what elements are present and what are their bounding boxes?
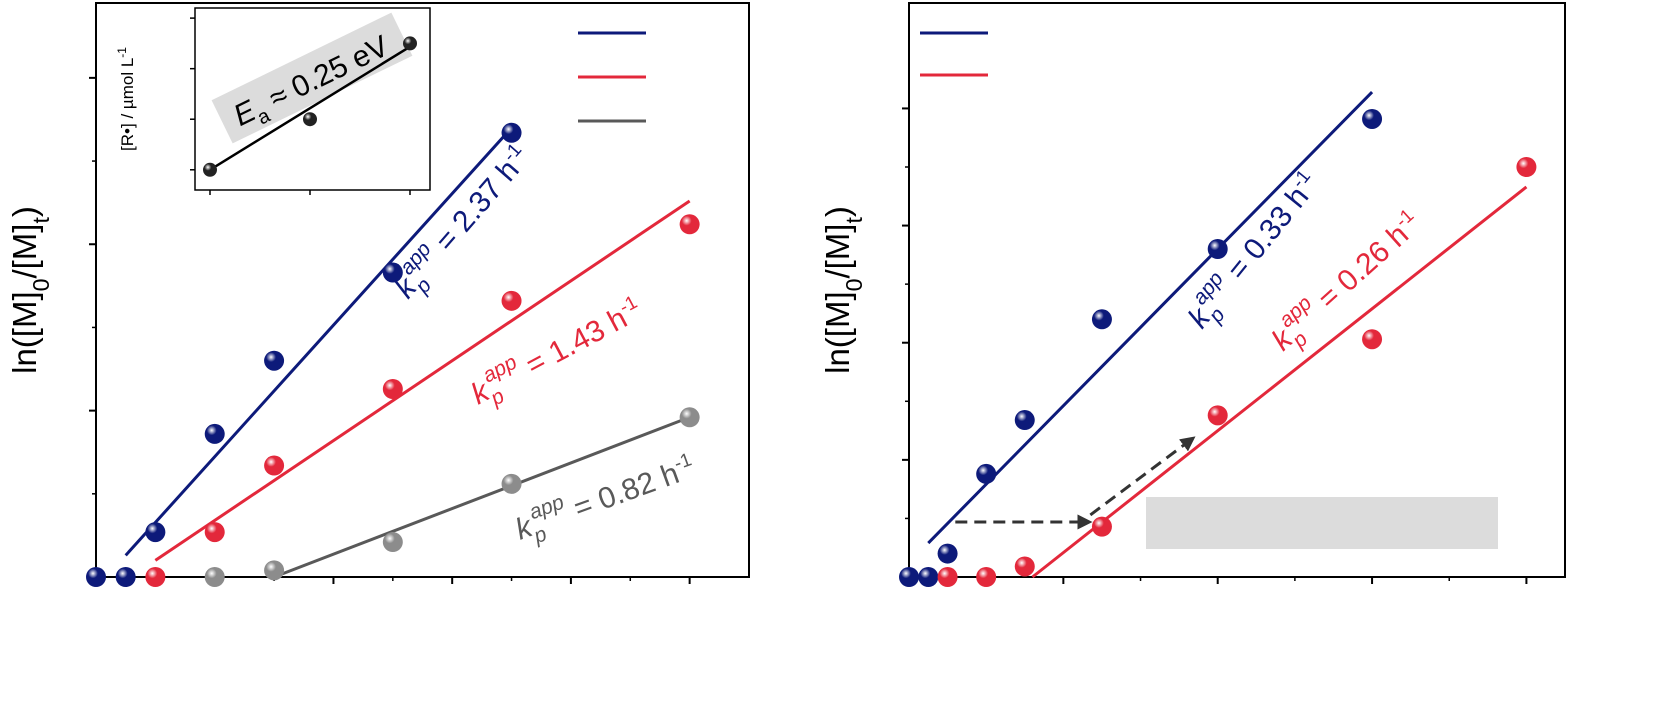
inset-data-point xyxy=(403,36,417,51)
fit-line-3 xyxy=(273,415,691,579)
data-point-s2 xyxy=(1362,329,1383,350)
plot-frame xyxy=(95,2,750,578)
plot-frame xyxy=(908,2,1566,578)
data-point-s1 xyxy=(1362,108,1383,129)
rate-constant-label: kpapp = 1.43 h-1 xyxy=(463,287,651,417)
data-point-s2 xyxy=(1014,556,1035,577)
annotation-background xyxy=(211,12,413,144)
data-point-s1 xyxy=(264,350,285,371)
data-point-s1 xyxy=(382,262,403,283)
data-point-s1 xyxy=(918,567,939,587)
data-point-s2 xyxy=(1516,157,1537,177)
y-axis-title: ln([M]0/[M]t) xyxy=(6,206,54,374)
data-point-s3 xyxy=(264,560,285,581)
data-point-s2 xyxy=(976,567,997,587)
fit-line-2 xyxy=(1031,185,1528,579)
data-point-s2 xyxy=(264,455,285,476)
data-point-s2 xyxy=(145,567,166,587)
data-point-s3 xyxy=(679,407,700,428)
data-point-s1 xyxy=(976,463,997,484)
data-point-s2 xyxy=(204,522,225,543)
data-point-s2 xyxy=(1207,405,1228,426)
data-point-s1 xyxy=(86,567,106,587)
annotation-background xyxy=(1146,497,1498,549)
inset-data-point xyxy=(203,162,217,177)
data-point-s1 xyxy=(937,543,958,564)
data-point-s1 xyxy=(899,567,919,587)
data-point-s1 xyxy=(145,522,166,543)
rate-constant-label: kpapp = 0.82 h-1 xyxy=(509,445,702,554)
inset-data-point xyxy=(303,112,317,127)
fit-line-1 xyxy=(927,90,1374,545)
inset-fit-line xyxy=(209,45,411,171)
data-point-s1 xyxy=(1207,239,1228,259)
y-axis-title: ln([M]0/[M]t) xyxy=(819,206,867,374)
data-point-s1 xyxy=(204,423,225,444)
inset-y-axis-title: [R•] / µmol L-1 xyxy=(115,47,137,151)
data-point-s3 xyxy=(501,473,522,494)
data-point-s1 xyxy=(115,567,136,587)
fit-line-2 xyxy=(154,199,691,562)
data-point-s2 xyxy=(1091,516,1112,537)
diagonal-arrow xyxy=(1089,436,1196,517)
data-point-s1 xyxy=(1091,309,1112,330)
data-point-s1 xyxy=(501,122,522,143)
data-point-s3 xyxy=(382,532,403,553)
data-point-s2 xyxy=(679,214,700,235)
data-point-s3 xyxy=(204,567,225,587)
data-point-s1 xyxy=(1014,410,1035,431)
data-point-s2 xyxy=(501,290,522,311)
data-point-s2 xyxy=(937,567,958,587)
fit-line-1 xyxy=(124,126,513,557)
data-point-s2 xyxy=(382,378,403,399)
